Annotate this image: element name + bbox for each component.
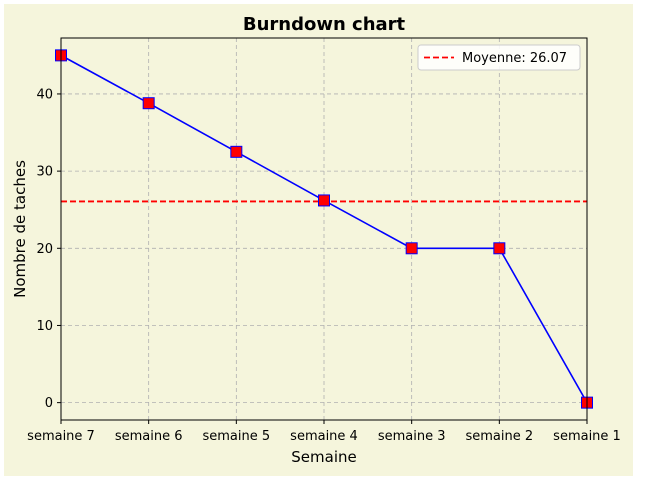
data-point-marker bbox=[405, 242, 418, 255]
legend-box bbox=[417, 44, 581, 71]
y-tick-label: 20 bbox=[36, 242, 53, 257]
y-ticks: 0 10 20 30 40 bbox=[36, 87, 61, 411]
data-point-marker bbox=[142, 97, 155, 110]
data-point-marker bbox=[318, 194, 330, 207]
data-point-marker bbox=[493, 242, 506, 255]
y-tick-label: 0 bbox=[45, 396, 53, 411]
legend-average-label: Moyenne: 26.07 bbox=[462, 51, 567, 66]
x-tick-label: semaine 5 bbox=[203, 429, 271, 444]
data-point-marker bbox=[230, 145, 243, 158]
x-tick-label: semaine 3 bbox=[378, 429, 446, 444]
x-ticks: semaine 7 semaine 6 semaine 5 semaine 4 sema… bbox=[27, 420, 621, 444]
x-tick-label: semaine 6 bbox=[115, 429, 183, 444]
x-axis-label: Semaine bbox=[291, 448, 356, 466]
y-axis-label: Nombre de taches bbox=[11, 160, 29, 298]
y-tick-label: 40 bbox=[36, 87, 53, 102]
y-tick-label: 30 bbox=[36, 165, 53, 180]
x-tick-label: semaine 1 bbox=[553, 429, 621, 444]
legend: Moyenne: 26.07 bbox=[417, 44, 581, 71]
x-tick-label: semaine 2 bbox=[466, 429, 534, 444]
y-tick-label: 10 bbox=[36, 319, 53, 334]
chart-title: Burndown chart bbox=[243, 14, 406, 35]
x-tick-label: semaine 7 bbox=[27, 429, 95, 444]
x-tick-label: semaine 4 bbox=[290, 429, 358, 444]
